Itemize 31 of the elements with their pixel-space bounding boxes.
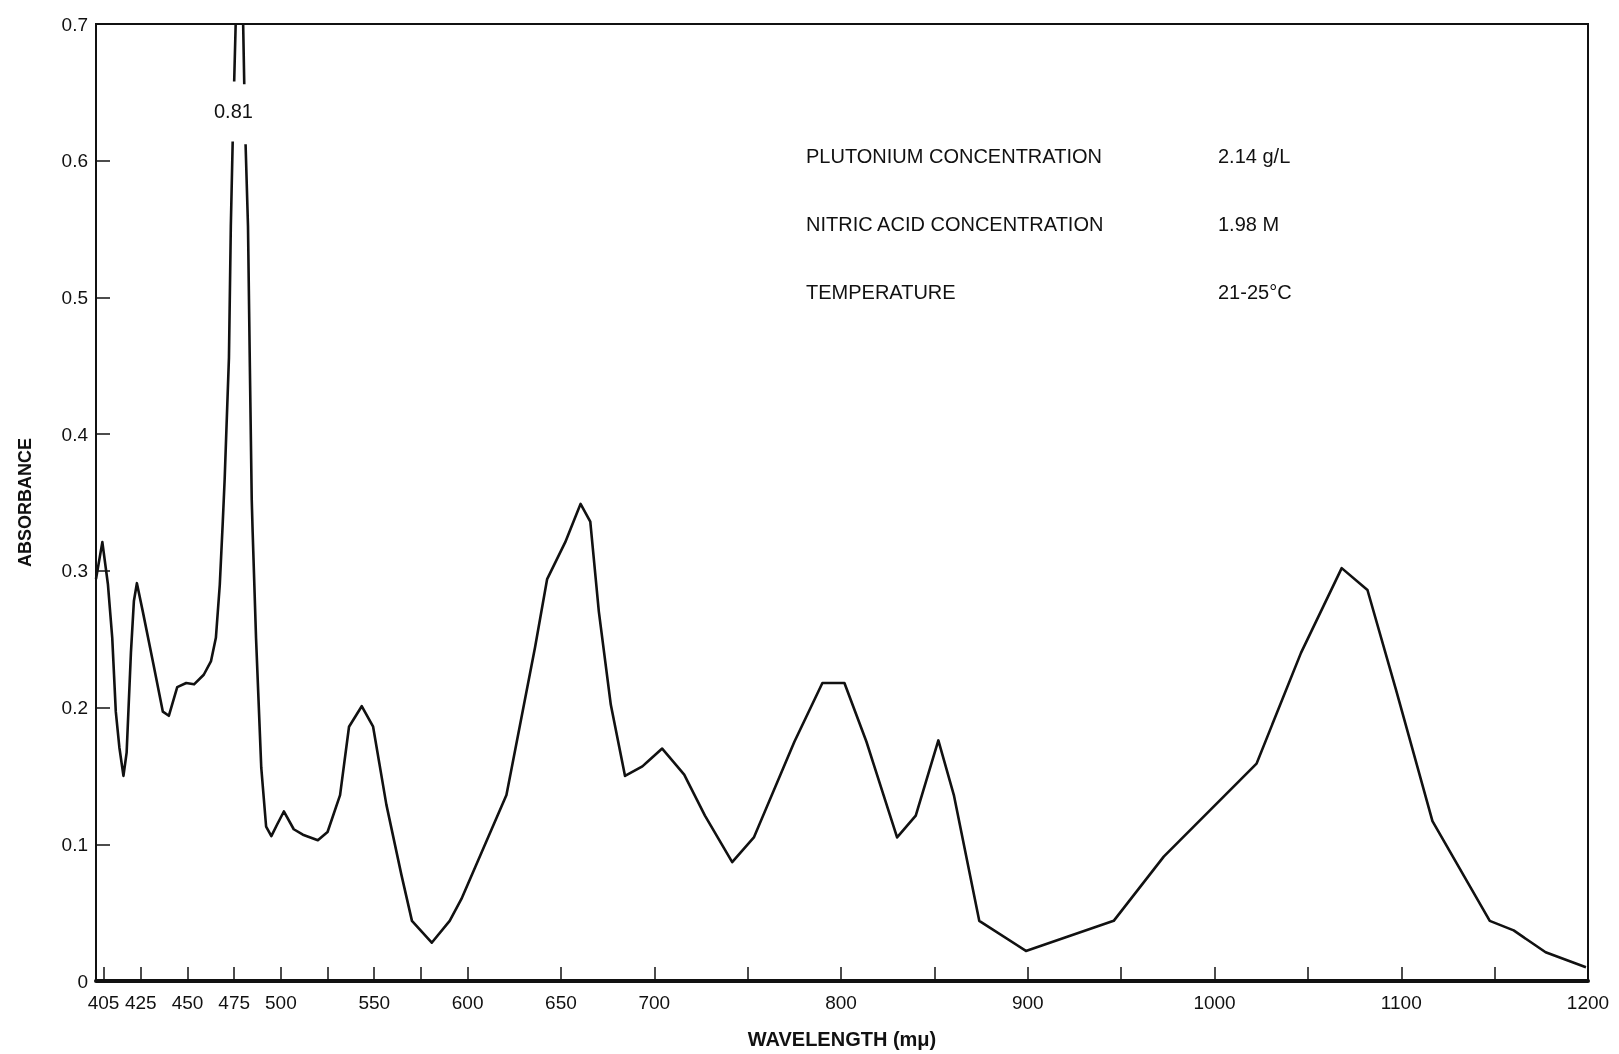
y-tick-label: 0.5 xyxy=(61,286,88,308)
x-tick-label: 450 xyxy=(171,992,204,1013)
y-tick-label: 0.6 xyxy=(61,150,88,172)
annotation: 0.81 xyxy=(213,100,253,123)
x-tick-label: 600 xyxy=(451,992,484,1013)
annotation: 21-25°C xyxy=(1218,281,1292,303)
x-tick-label: 700 xyxy=(638,992,671,1013)
annotation: NITRIC ACID CONCENTRATION xyxy=(806,213,1104,235)
y-tick-label: 0.7 xyxy=(61,13,88,35)
x-tick-label: 800 xyxy=(825,992,857,1013)
y-tick-label: 0.1 xyxy=(61,833,88,855)
y-tick-label: 0.2 xyxy=(61,697,88,719)
x-tick-label: 500 xyxy=(265,992,297,1013)
annotation: TEMPERATURE xyxy=(806,281,956,303)
annotation: 2.14 g/L xyxy=(1218,145,1291,167)
y-axis-title: ABSORBANCE xyxy=(15,437,35,568)
y-tick-label: 0.3 xyxy=(61,560,88,582)
x-tick-label: 475 xyxy=(218,992,251,1013)
annotation: 1.98 M xyxy=(1218,213,1280,235)
x-axis-title: WAVELENGTH (mμ) xyxy=(747,1028,937,1050)
annotation: PLUTONIUM CONCENTRATION xyxy=(806,145,1102,167)
x-tick-label: 550 xyxy=(358,992,391,1013)
x-tick-label: 425 xyxy=(124,992,157,1013)
y-tick-label: 0 xyxy=(77,970,88,992)
x-tick-label: 900 xyxy=(1011,992,1044,1013)
x-tick-label: 405 xyxy=(87,992,120,1013)
x-tick-label: 1100 xyxy=(1380,992,1422,1013)
x-tick-label: 650 xyxy=(545,992,577,1013)
x-tick-label: 1000 xyxy=(1193,992,1236,1013)
x-tick-label: 1200 xyxy=(1566,992,1610,1013)
y-tick-label: 0.4 xyxy=(61,423,89,445)
